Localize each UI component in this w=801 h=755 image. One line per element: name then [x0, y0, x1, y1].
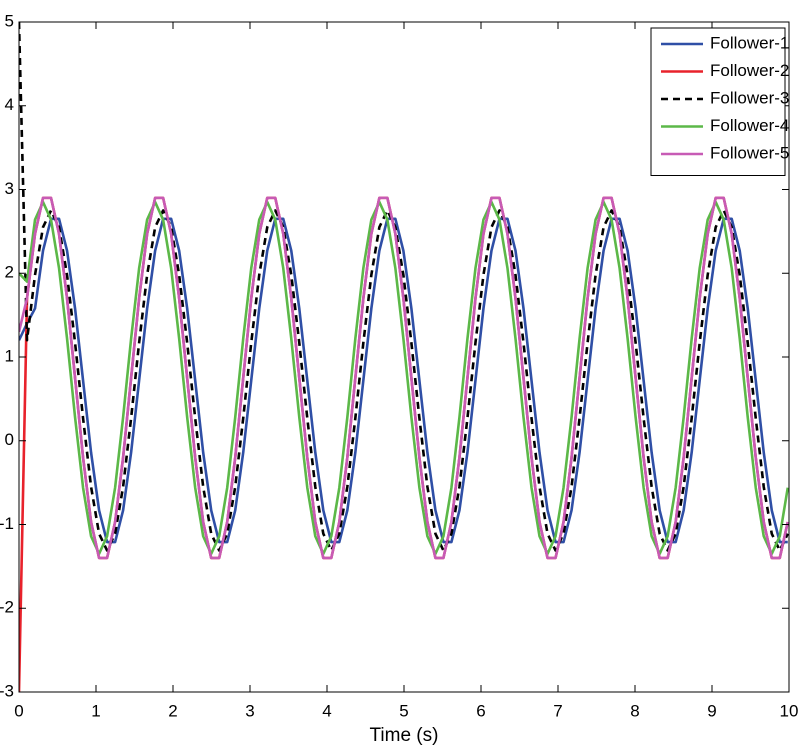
series-line	[19, 217, 788, 544]
x-tick-label: 0	[14, 701, 23, 720]
y-tick-label: 4	[5, 95, 14, 114]
plot-area	[19, 22, 789, 692]
x-tick-label: 7	[553, 701, 562, 720]
y-tick-label: 5	[5, 11, 14, 30]
y-tick-label: 3	[5, 179, 14, 198]
x-tick-label: 5	[399, 701, 408, 720]
y-tick-label: 2	[5, 263, 14, 282]
x-tick-label: 4	[322, 701, 331, 720]
series-line	[19, 22, 789, 552]
x-tick-label: 6	[476, 701, 485, 720]
series-line	[19, 196, 789, 560]
x-tick-label: 9	[707, 701, 716, 720]
x-tick-label: 2	[168, 701, 177, 720]
y-tick-label: 1	[5, 346, 14, 365]
y-tick-label: -3	[0, 681, 14, 700]
x-tick-label: 1	[91, 701, 100, 720]
legend-box	[650, 27, 786, 176]
legend-label: Follower-5	[710, 143, 789, 162]
y-tick-label: -1	[0, 514, 14, 533]
y-tick-label: 0	[5, 430, 14, 449]
legend-label: Follower-1	[710, 33, 789, 52]
x-tick-label: 10	[780, 701, 799, 720]
y-tick-label: -2	[0, 598, 14, 617]
x-tick-label: 8	[630, 701, 639, 720]
x-tick-label: 3	[245, 701, 254, 720]
legend-label: Follower-2	[710, 61, 789, 80]
legend-label: Follower-4	[710, 116, 789, 135]
legend-label: Follower-3	[710, 88, 789, 107]
x-axis-label: Time (s)	[370, 725, 439, 746]
